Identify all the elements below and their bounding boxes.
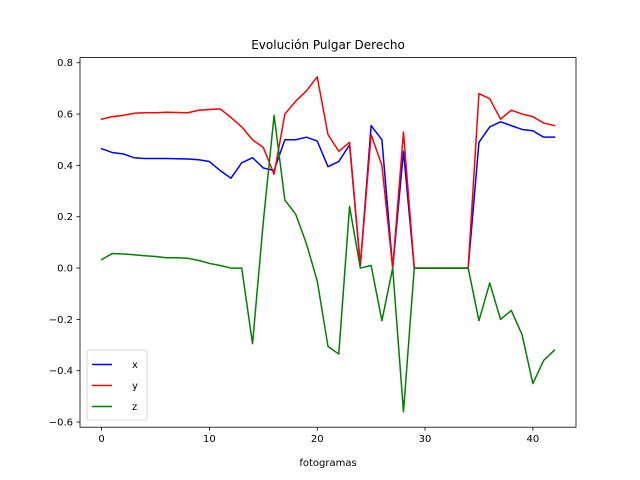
legend: xyz [86,349,148,421]
y-tick-label: 0.2 [57,212,73,223]
y-tick-label: 0.4 [57,161,73,172]
x-tick-label: 40 [527,434,540,445]
y-tick-label: −0.6 [49,418,73,429]
y-tick-label: −0.4 [49,366,73,377]
x-axis-label: fotogramas [299,458,356,469]
x-tick-label: 30 [419,434,432,445]
x-tick-label: 10 [203,434,216,445]
x-tick-label: 20 [311,434,324,445]
legend-label-x: x [132,360,138,371]
series-line-z [100,114,556,413]
series-line-y [100,76,556,269]
series-layer [100,76,556,413]
legend-box [86,349,148,421]
series-line-x [100,121,556,269]
y-tick-label: 0.8 [57,58,73,69]
chart-title: Evolución Pulgar Derecho [251,38,405,52]
y-tick-label: −0.2 [49,315,73,326]
legend-label-z: z [132,402,137,413]
plot-frame [79,57,577,428]
legend-label-y: y [132,381,138,392]
y-tick-label: 0.6 [57,110,73,121]
y-tick-label: 0.0 [57,264,73,275]
x-tick-label: 0 [98,434,104,445]
ticks-layer: 0 10 20 30 40 −0.6 −0.4 −0.2 0.0 0.2 0.4 0.6 0.8 [49,58,540,445]
